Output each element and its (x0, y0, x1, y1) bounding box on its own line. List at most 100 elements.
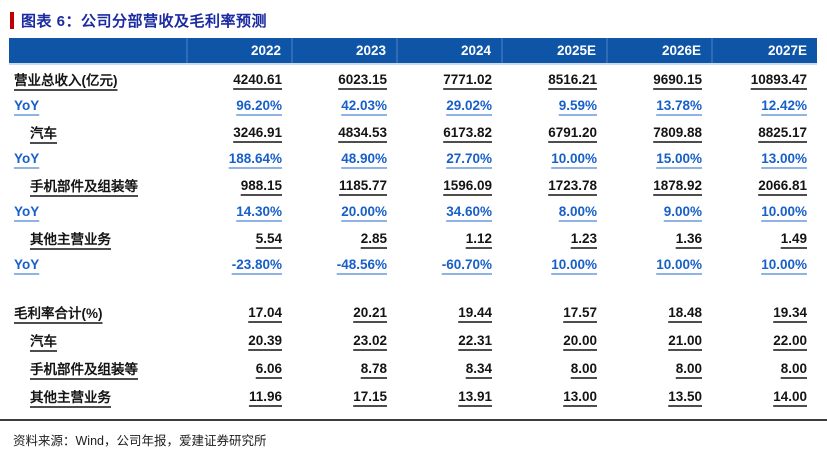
row-label: YoY (14, 204, 40, 219)
cell-value: 1.12 (465, 230, 492, 246)
cell-value: 96.20% (236, 98, 282, 113)
cell-value: 4240.61 (233, 71, 282, 87)
cell-value: 12.42% (761, 98, 807, 113)
table-body: 营业总收入(亿元) 4240.61 6023.15 7771.02 8516.21 969… (9, 64, 817, 410)
cell-value: 8.00% (558, 204, 597, 219)
cell-value: 21.00 (668, 332, 702, 348)
header-year-2024: 2024 (397, 38, 503, 65)
table-row: YoY -23.80% -48.56% -60.70% 10.00% 10.00% 10.0… (9, 252, 817, 277)
row-label (9, 277, 187, 298)
row-label: 手机部件及组装等 (30, 362, 138, 377)
cell-value (292, 277, 397, 298)
row-label: 毛利率合计(%) (14, 306, 103, 321)
cell-value: 13.50 (668, 388, 702, 404)
cell-value: 19.44 (458, 304, 492, 320)
table-row: YoY 14.30% 20.00% 34.60% 8.00% 9.00% 10.00% (9, 199, 817, 224)
header-label-column (9, 38, 188, 65)
cell-value: 14.00 (773, 388, 807, 404)
header-year-2025E: 2025E (502, 38, 608, 65)
table-row: YoY 96.20% 42.03% 29.02% 9.59% 13.78% 12.42% (9, 93, 817, 118)
cell-value: 9.59% (558, 98, 597, 113)
row-label: 其他主营业务 (30, 232, 111, 247)
cell-value: 18.48 (668, 304, 702, 320)
cell-value: 7809.88 (653, 124, 702, 140)
cell-value: 8.00 (570, 360, 597, 376)
cell-value: 19.34 (773, 304, 807, 320)
cell-value: 8.00 (780, 360, 807, 376)
title-accent-bar (10, 12, 14, 29)
cell-value: 6.06 (255, 360, 282, 376)
cell-value: 23.02 (353, 332, 387, 348)
cell-value: 22.31 (458, 332, 492, 348)
cell-value: 3246.91 (233, 124, 282, 140)
cell-value: 6173.82 (443, 124, 492, 140)
cell-value: 9.00% (663, 204, 702, 219)
cell-value: 20.00 (563, 332, 597, 348)
cell-value: 9690.15 (653, 71, 702, 87)
forecast-table: 2022 2023 2024 2025E 2026E 2027E 营业总收入(亿元) 424… (9, 38, 817, 410)
table-row: 手机部件及组装等 988.15 1185.77 1596.09 1723.78 1878.… (9, 171, 817, 199)
cell-value: 29.02% (446, 98, 492, 113)
table-row: 手机部件及组装等 6.06 8.78 8.34 8.00 8.00 8.00 (9, 354, 817, 382)
cell-value: 6791.20 (548, 124, 597, 140)
cell-value: 13.00 (563, 388, 597, 404)
row-label: 汽车 (30, 126, 57, 141)
cell-value: 10.00% (551, 257, 597, 272)
cell-value: 1878.92 (653, 177, 702, 193)
cell-value: 6023.15 (338, 71, 387, 87)
cell-value: 20.21 (353, 304, 387, 320)
table-row: 其他主营业务 11.96 17.15 13.91 13.00 13.50 14.00 (9, 382, 817, 410)
table-row: 汽车 3246.91 4834.53 6173.82 6791.20 7809.88 882… (9, 118, 817, 146)
cell-value: 8516.21 (548, 71, 597, 87)
cell-value: 10.00% (551, 151, 597, 166)
cell-value: 2.85 (360, 230, 387, 246)
cell-value: 988.15 (240, 177, 282, 193)
cell-value (712, 277, 817, 298)
figure-title-row: 图表 6：公司分部营收及毛利率预测 (0, 0, 827, 38)
source-note: 资料来源：Wind，公司年报，爱建证券研究所 (13, 434, 267, 448)
cell-value: 1.23 (570, 230, 597, 246)
cell-value: 8.34 (465, 360, 492, 376)
cell-value (607, 277, 712, 298)
cell-value: 20.39 (248, 332, 282, 348)
cell-value: 34.60% (446, 204, 492, 219)
cell-value: 15.00% (656, 151, 702, 166)
cell-value (397, 277, 502, 298)
cell-value: 10.00% (656, 257, 702, 272)
cell-value: 10893.47 (750, 71, 807, 87)
cell-value: 188.64% (228, 151, 282, 166)
table-row: 汽车 20.39 23.02 22.31 20.00 21.00 22.00 (9, 326, 817, 354)
row-label: 其他主营业务 (30, 390, 111, 405)
table-row: 其他主营业务 5.54 2.85 1.12 1.23 1.36 1.49 (9, 224, 817, 252)
cell-value: 8825.17 (758, 124, 807, 140)
cell-value: 10.00% (761, 257, 807, 272)
cell-value: 2066.81 (758, 177, 807, 193)
cell-value: -23.80% (231, 257, 282, 272)
cell-value: 20.00% (341, 204, 387, 219)
cell-value: 1596.09 (443, 177, 492, 193)
cell-value: 8.00 (675, 360, 702, 376)
cell-value: 4834.53 (338, 124, 387, 140)
table-row: 营业总收入(亿元) 4240.61 6023.15 7771.02 8516.21 969… (9, 64, 817, 93)
table-header-row: 2022 2023 2024 2025E 2026E 2027E (9, 38, 817, 65)
cell-value: 27.70% (446, 151, 492, 166)
cell-value: 14.30% (236, 204, 282, 219)
cell-value: 17.15 (353, 388, 387, 404)
cell-value: 17.04 (248, 304, 282, 320)
header-year-2023: 2023 (292, 38, 398, 65)
cell-value: 1723.78 (548, 177, 597, 193)
cell-value: 8.78 (360, 360, 387, 376)
cell-value: 1185.77 (338, 177, 387, 193)
header-year-2027E: 2027E (712, 38, 817, 65)
header-year-2022: 2022 (187, 38, 293, 65)
row-label: YoY (14, 151, 40, 166)
table-row (9, 277, 817, 298)
cell-value: 42.03% (341, 98, 387, 113)
cell-value: 48.90% (341, 151, 387, 166)
cell-value: 13.78% (656, 98, 702, 113)
cell-value (502, 277, 607, 298)
cell-value: -48.56% (336, 257, 387, 272)
cell-value: 11.96 (248, 388, 282, 404)
row-label: 手机部件及组装等 (30, 179, 138, 194)
